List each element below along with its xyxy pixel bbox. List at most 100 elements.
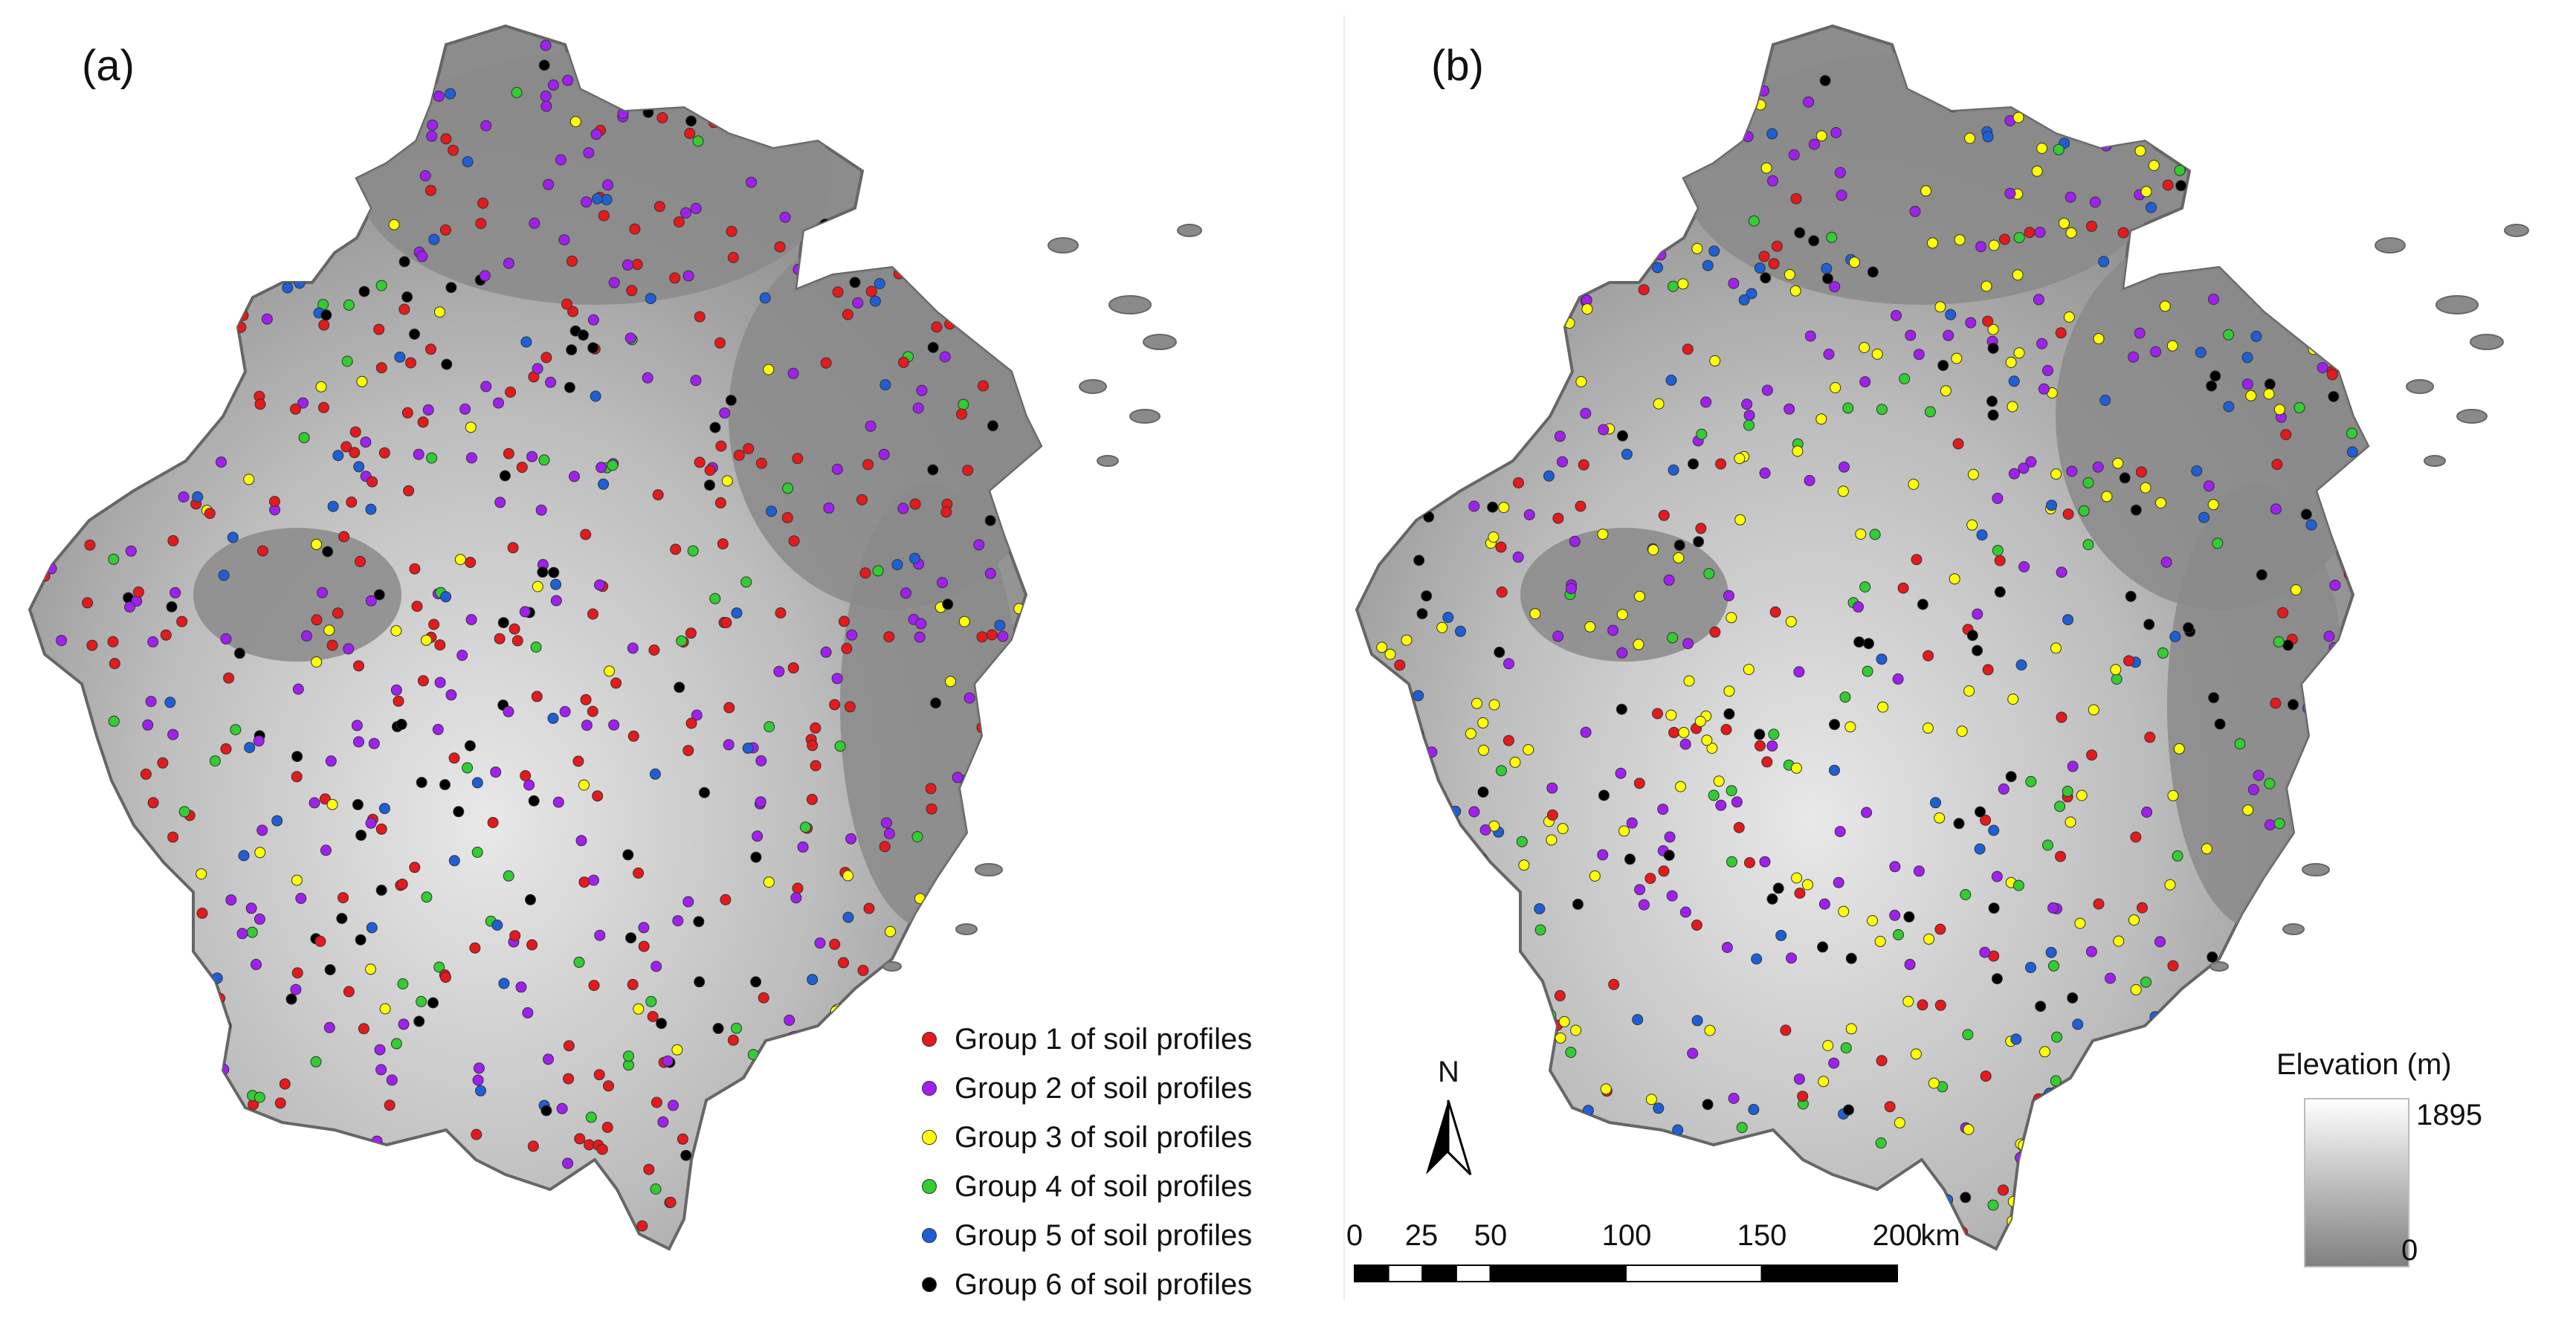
soil-profile-point-group-3 (1457, 921, 1469, 932)
soil-profile-point-group-6 (291, 751, 303, 763)
scale-tick-label: 25 (1404, 1219, 1439, 1252)
soil-profile-point-group-3 (291, 874, 303, 886)
soil-profile-point-group-5 (1976, 529, 1988, 541)
soil-profile-point-group-4 (1456, 1221, 1468, 1233)
soil-profile-point-group-1 (487, 817, 499, 828)
soil-profile-point-group-1 (694, 311, 706, 323)
soil-profile-point-group-3 (823, 259, 835, 271)
soil-profile-point-group-6 (2035, 1001, 2047, 1012)
soil-profile-point-group-4 (1464, 359, 1476, 371)
soil-profile-point-group-6 (2098, 1128, 2110, 1140)
soil-profile-point-group-3 (671, 1044, 683, 1056)
soil-profile-point-group-5 (440, 591, 452, 603)
soil-profile-point-group-1 (2055, 850, 2066, 862)
soil-profile-point-group-2 (555, 154, 566, 166)
soil-profile-point-group-6 (375, 885, 387, 896)
soil-profile-point-group-4 (182, 352, 194, 364)
soil-profile-point-group-4 (377, 56, 389, 68)
soil-profile-point-group-5 (1407, 157, 1419, 169)
soil-profile-point-group-1 (704, 465, 716, 477)
soil-profile-point-group-2 (827, 234, 839, 246)
soil-profile-point-group-6 (1429, 342, 1441, 354)
soil-profile-point-group-2 (1853, 601, 1864, 613)
soil-profile-point-group-2 (2065, 191, 2076, 203)
island (882, 961, 902, 972)
soil-profile-point-group-3 (2269, 1157, 2281, 1169)
soil-profile-point-group-2 (581, 720, 593, 731)
soil-profile-point-group-2 (823, 502, 835, 514)
soil-profile-point-group-6 (927, 464, 939, 476)
soil-profile-point-group-6 (2067, 992, 2079, 1004)
soil-profile-point-group-4 (254, 1091, 265, 1103)
soil-profile-point-group-1 (1470, 1033, 1482, 1045)
soil-profile-point-group-6 (52, 496, 64, 508)
soil-profile-point-group-1 (156, 256, 168, 267)
soil-profile-point-group-3 (2244, 182, 2256, 193)
soil-profile-point-group-4 (2276, 1004, 2288, 1016)
soil-profile-point-group-2 (300, 630, 312, 642)
soil-profile-point-group-6 (154, 433, 166, 445)
soil-profile-point-group-3 (842, 870, 854, 882)
soil-profile-point-group-3 (2262, 1007, 2273, 1018)
soil-profile-point-group-4 (958, 398, 969, 410)
soil-profile-point-group-2 (559, 705, 571, 717)
soil-profile-point-group-2 (562, 74, 574, 86)
soil-profile-point-group-4 (997, 506, 1009, 518)
soil-profile-point-group-1 (978, 380, 989, 392)
soil-profile-point-group-4 (1726, 785, 1737, 797)
soil-profile-point-group-1 (1390, 847, 1402, 858)
soil-profile-point-group-2 (1482, 1182, 1494, 1194)
soil-profile-point-group-2 (2141, 807, 2153, 818)
soil-profile-point-group-2 (1398, 278, 1410, 290)
soil-profile-point-group-3 (2229, 1149, 2241, 1160)
soil-profile-point-group-4 (2328, 1012, 2340, 1024)
soil-profile-point-group-3 (1934, 812, 1946, 824)
soil-profile-point-group-2 (2273, 885, 2285, 897)
soil-profile-point-group-6 (373, 589, 385, 601)
soil-profile-point-group-3 (2125, 1209, 2137, 1221)
soil-profile-point-group-5 (271, 815, 283, 827)
soil-profile-point-group-1 (314, 935, 326, 947)
soil-profile-point-group-5 (1381, 242, 1392, 254)
soil-profile-point-group-2 (297, 397, 309, 409)
soil-profile-point-group-1 (2056, 711, 2067, 723)
soil-profile-point-group-4 (1768, 729, 1780, 740)
soil-profile-point-group-3 (421, 634, 432, 646)
soil-profile-point-group-4 (2171, 1097, 2182, 1109)
soil-profile-point-group-1 (204, 1178, 216, 1189)
soil-profile-point-group-1 (726, 225, 737, 237)
soil-profile-point-group-1 (1876, 1055, 1888, 1067)
soil-profile-point-group-3 (1471, 697, 1482, 709)
soil-profile-point-group-2 (170, 587, 181, 598)
soil-profile-point-group-4 (613, 60, 625, 72)
soil-profile-point-group-1 (2086, 220, 2097, 232)
soil-profile-point-group-4 (2082, 539, 2094, 551)
soil-profile-point-group-4 (1992, 545, 2004, 556)
soil-profile-point-group-2 (1482, 997, 1494, 1008)
soil-profile-point-group-2 (251, 958, 262, 970)
soil-profile-point-group-2 (550, 595, 562, 607)
soil-profile-point-group-6 (704, 479, 715, 491)
soil-profile-point-group-3 (1553, 208, 1565, 220)
soil-profile-point-group-2 (883, 827, 895, 839)
soil-profile-point-group-2 (2004, 187, 2016, 199)
soil-profile-point-group-1 (80, 749, 91, 761)
soil-profile-point-group-6 (973, 67, 985, 79)
soil-profile-point-group-1 (2038, 1187, 2050, 1199)
soil-profile-point-group-2 (2164, 126, 2176, 138)
soil-profile-point-group-3 (147, 1009, 159, 1021)
soil-profile-point-group-3 (379, 1003, 391, 1015)
soil-profile-point-group-2 (562, 1157, 574, 1169)
soil-profile-point-group-1 (567, 306, 579, 317)
soil-profile-point-group-1 (81, 825, 93, 837)
soil-profile-point-group-3 (943, 92, 955, 103)
scale-bar-segment (1421, 1265, 1457, 1282)
soil-profile-point-group-2 (360, 436, 372, 448)
soil-profile-point-group-6 (355, 830, 367, 842)
soil-profile-point-group-2 (1621, 262, 1633, 274)
soil-profile-point-group-3 (2164, 879, 2176, 891)
soil-profile-point-group-5 (2169, 630, 2181, 642)
soil-profile-point-group-4 (650, 1183, 662, 1195)
soil-profile-point-group-5 (238, 850, 250, 862)
soil-profile-point-group-2 (1410, 366, 1421, 378)
